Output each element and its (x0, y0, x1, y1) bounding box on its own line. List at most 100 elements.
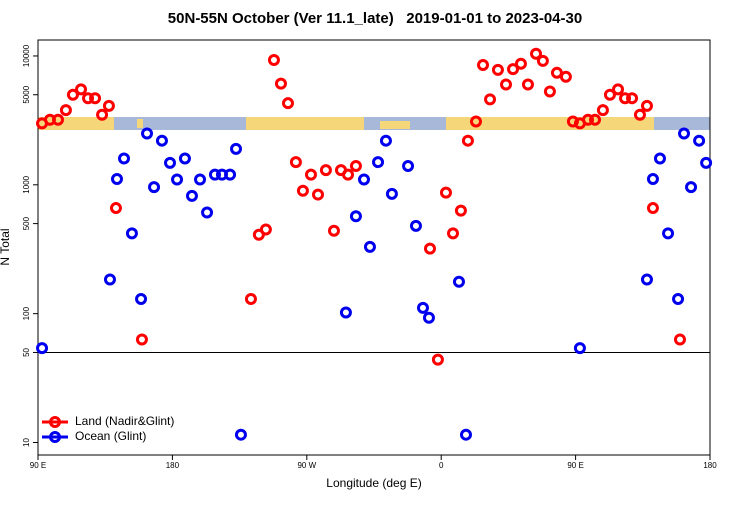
point (416, 301, 429, 314)
point (514, 57, 527, 70)
point (507, 63, 520, 76)
strip-land (246, 117, 364, 130)
point (484, 93, 497, 106)
point (118, 152, 131, 165)
point (89, 92, 102, 105)
point (281, 97, 294, 110)
point (619, 92, 632, 105)
point (566, 115, 579, 128)
point (135, 292, 148, 305)
point (491, 63, 504, 76)
point (96, 108, 109, 121)
point (110, 172, 123, 185)
point (646, 172, 659, 185)
plot-frame (37, 39, 711, 456)
point (678, 127, 691, 140)
point (573, 342, 586, 355)
point (194, 173, 207, 186)
point (521, 78, 534, 91)
point (536, 54, 549, 67)
point (178, 152, 191, 165)
point (357, 173, 370, 186)
surface-strip (38, 117, 710, 130)
point (603, 88, 616, 101)
point (459, 428, 472, 441)
point (75, 83, 88, 96)
point (633, 108, 646, 121)
point (52, 113, 65, 126)
point (640, 273, 653, 286)
point (589, 113, 602, 126)
point (653, 152, 666, 165)
point (36, 342, 49, 355)
point (66, 88, 79, 101)
point (700, 156, 713, 169)
point (363, 240, 376, 253)
point (646, 202, 659, 215)
x-tick-label: 180 (703, 461, 717, 470)
point (304, 168, 317, 181)
y-tick-label: 5000 (22, 85, 31, 103)
y-tick-label: 10000 (22, 44, 31, 67)
point (372, 156, 385, 169)
point (543, 85, 556, 98)
point (640, 99, 653, 112)
point (452, 275, 465, 288)
y-tick-label: 10 (22, 438, 31, 447)
point (259, 223, 272, 236)
point (148, 181, 161, 194)
point (439, 186, 452, 199)
legend-label: Ocean (Glint) (75, 429, 146, 443)
point (102, 99, 115, 112)
point (662, 227, 675, 240)
y-tick-label: 1000 (22, 175, 31, 193)
point (626, 92, 639, 105)
x-tick-label: 180 (166, 461, 180, 470)
point (596, 104, 609, 117)
x-tick-label: 90 W (297, 461, 316, 470)
point (208, 168, 221, 181)
point (234, 428, 247, 441)
x-axis-label: Longitude (deg E) (326, 476, 421, 490)
point (477, 59, 490, 72)
legend-marker (49, 416, 61, 428)
x-tick-label: 90 E (30, 461, 46, 470)
point (125, 227, 138, 240)
point (469, 115, 482, 128)
point (327, 224, 340, 237)
point (673, 333, 686, 346)
point (339, 306, 352, 319)
point (402, 159, 415, 172)
point (559, 70, 572, 83)
point (612, 83, 625, 96)
y-tick-label: 500 (22, 216, 31, 230)
point (185, 189, 198, 202)
point (135, 333, 148, 346)
point (530, 47, 543, 60)
point (244, 292, 257, 305)
point (385, 187, 398, 200)
strip-land (446, 117, 654, 130)
point (319, 164, 332, 177)
point (349, 210, 362, 223)
point (296, 184, 309, 197)
point (171, 173, 184, 186)
strip-land (38, 117, 114, 130)
point (82, 92, 95, 105)
point (424, 242, 436, 255)
point (342, 168, 355, 181)
point (685, 181, 698, 194)
point (693, 134, 706, 147)
point (581, 113, 594, 126)
point (349, 159, 362, 172)
point (454, 204, 467, 217)
point (422, 311, 435, 324)
point (379, 134, 392, 147)
point (224, 168, 237, 181)
y-tick-label: 50 (22, 347, 31, 356)
point (141, 127, 154, 140)
strip-land (137, 119, 143, 128)
point (267, 54, 280, 67)
point (289, 156, 302, 169)
